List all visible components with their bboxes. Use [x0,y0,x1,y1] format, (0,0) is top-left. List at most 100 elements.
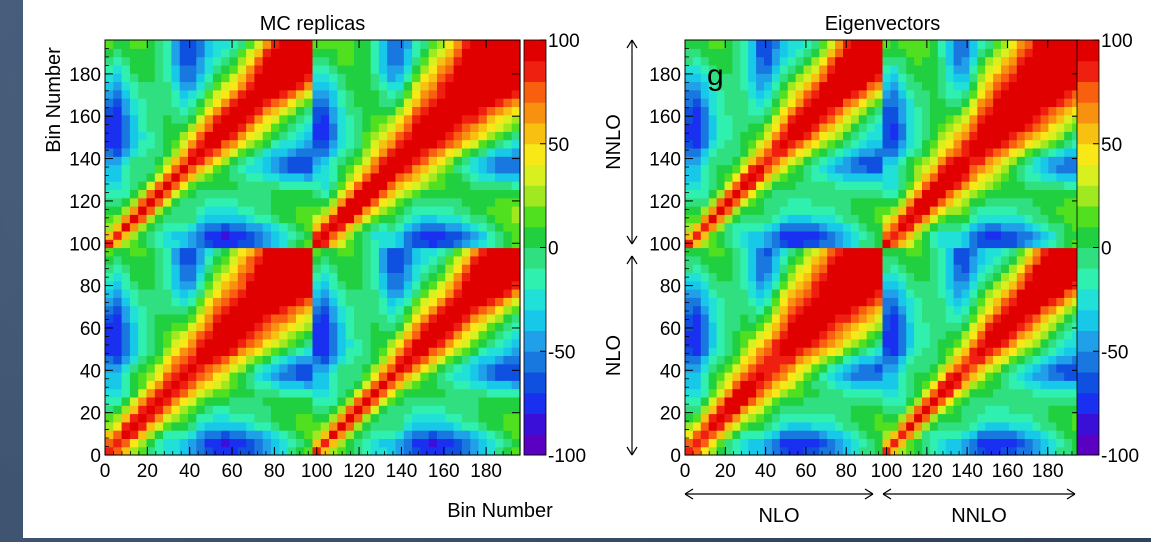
heatmap-cell [922,222,931,232]
heatmap-cell [370,363,380,373]
heatmap-cell [882,197,891,207]
heatmap-cell [196,131,206,141]
heatmap-cell [835,139,844,149]
heatmap-cell [1040,172,1049,182]
heatmap-cell [1024,181,1034,190]
heatmap-cell [428,48,438,58]
heatmap-cell [977,89,986,99]
heatmap-cell [254,48,264,58]
heatmap-cell [503,156,513,166]
heatmap-cell [764,222,773,232]
heatmap-cell [370,272,380,282]
heatmap-cell [835,114,844,124]
heatmap-cell [188,438,197,448]
heatmap-cell [914,413,923,423]
heatmap-cell [271,363,280,373]
heatmap-cell [113,255,123,265]
heatmap-cell [163,139,172,149]
heatmap-cell [121,264,131,273]
heatmap-cell [121,289,131,298]
heatmap-cell [461,247,471,257]
heatmap-cell [914,247,923,257]
heatmap-cell [196,330,206,340]
heatmap-cell [756,330,765,340]
heatmap-cell [146,264,156,273]
heatmap-cell [771,363,781,373]
heatmap-cell [478,446,488,456]
heatmap-cell [1016,247,1026,257]
heatmap-cell [188,446,197,456]
heatmap-cell [787,197,797,207]
heatmap-cell [771,139,781,149]
heatmap-cell [827,206,836,215]
heatmap-cell [146,330,156,340]
heatmap-cell [890,147,899,157]
heatmap-cell [337,255,347,265]
heatmap-cell [827,89,836,99]
heatmap-cell [1032,89,1042,99]
heatmap-cell [740,363,749,373]
heatmap-cell [882,297,891,307]
heatmap-cell [146,355,156,365]
heatmap-cell [692,363,702,373]
heatmap-cell [937,388,947,398]
heatmap-cell [304,396,314,406]
heatmap-cell [105,338,114,348]
heatmap-cell [503,313,513,323]
heatmap-cell [304,372,314,381]
heatmap-cell [262,363,272,373]
heatmap-cell [787,172,797,182]
heatmap-cell [882,230,891,240]
heatmap-cell [692,272,702,282]
heatmap-cell [993,131,1002,141]
heatmap-cell [171,48,181,58]
heatmap-cell [1048,438,1057,448]
heatmap-cell [890,388,899,398]
heatmap-cell [271,438,280,448]
heatmap-cell [163,405,172,415]
heatmap-cell [387,363,397,373]
heatmap-cell [221,355,231,365]
heatmap-cell [756,405,765,415]
heatmap-cell [835,421,844,431]
figure-panel: 0 20 40 60 80 100 120 140 160 180 0 20 40 60 80 100 120 1… [23,0,1151,538]
heatmap-cell [412,189,421,199]
heatmap-cell [254,347,264,356]
heatmap-cell [362,172,372,182]
heatmap-cell [1016,280,1026,290]
heatmap-cell [171,405,181,415]
heatmap-cell [503,64,513,74]
heatmap-cell [819,372,828,381]
heatmap-cell [445,147,455,157]
heatmap-cell [795,372,805,381]
heatmap-cell [685,123,694,132]
heatmap-cell [246,172,255,182]
heatmap-cell [412,413,421,423]
heatmap-cell [179,388,189,398]
heatmap-cell [329,222,338,232]
heatmap-cell [287,338,297,348]
heatmap-cell [511,123,521,132]
heatmap-cell [748,264,757,273]
heatmap-cell [929,222,939,232]
heatmap-cell [129,247,139,257]
heatmap-cell [945,438,955,448]
heatmap-cell [495,396,504,406]
heatmap-cell [890,305,899,315]
heatmap-cell [1016,197,1026,207]
heatmap-cell [312,289,322,298]
heatmap-cell [171,330,181,340]
heatmap-cell [387,421,397,431]
heatmap-cell [445,363,455,373]
heatmap-cell [188,272,197,282]
heatmap-cell [312,106,322,116]
colorbar-swatch [524,206,546,228]
heatmap-cell [287,98,297,107]
heatmap-cell [866,89,876,99]
heatmap-cell [304,181,314,190]
heatmap-cell [503,206,513,215]
heatmap-cell [320,73,330,83]
heatmap-cell [196,372,206,381]
heatmap-cell [882,89,891,99]
heatmap-cell [287,239,297,249]
